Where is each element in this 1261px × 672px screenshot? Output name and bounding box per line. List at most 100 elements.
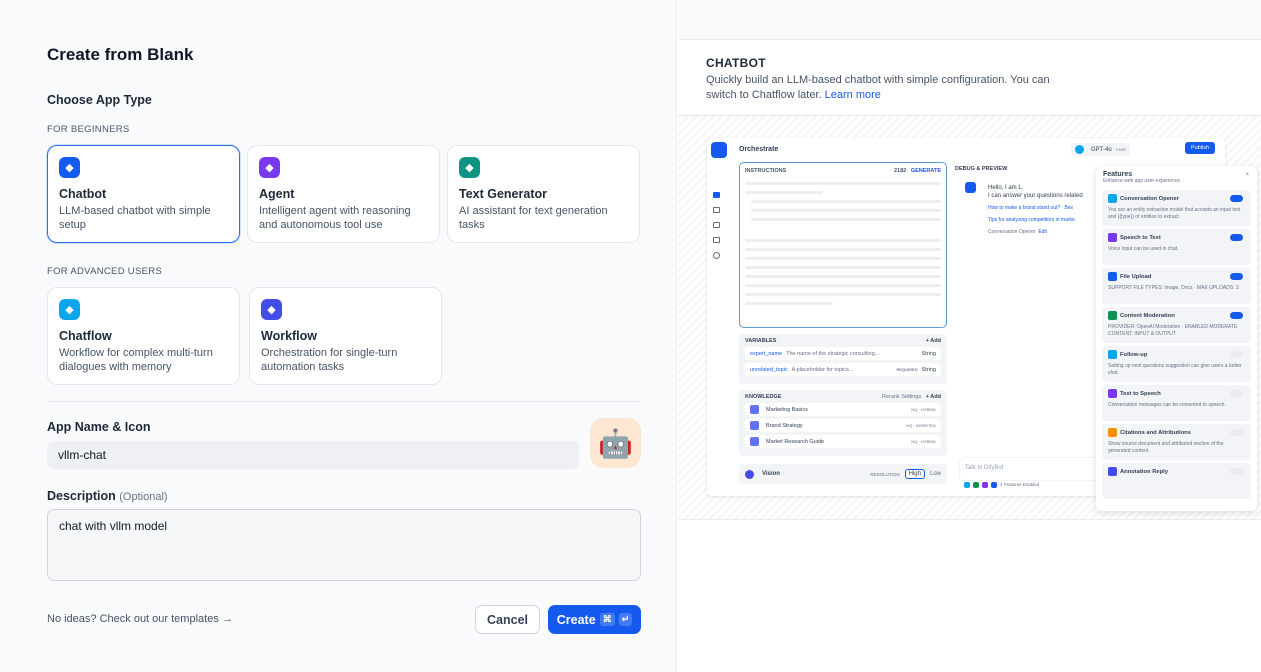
enter-key: ↵	[618, 613, 633, 626]
feature-name: Speech to Text	[1120, 235, 1161, 242]
feature-name: File Upload	[1120, 274, 1152, 281]
vision-section: Vision RESOLUTION High Low	[739, 464, 947, 484]
app-type-desc: AI assistant for text generation tasks	[459, 205, 608, 231]
advanced-label: FOR ADVANCED USERS	[47, 266, 163, 277]
cmd-key: ⌘	[599, 613, 615, 626]
chatbot-icon: ◆	[59, 157, 80, 178]
app-type-desc: Intelligent agent with reasoning and aut…	[259, 205, 411, 231]
preview-title: CHATBOT	[706, 56, 766, 70]
app-name-label: App Name & Icon	[47, 420, 151, 434]
generate-button: GENERATE	[910, 168, 941, 174]
app-type-name: Chatbot	[59, 187, 107, 201]
features-enabled: 4 Features Enabled	[964, 482, 1039, 488]
feature-toggle	[1230, 195, 1243, 202]
feature-desc: Setting up next questions suggestion can…	[1108, 363, 1242, 376]
cancel-button[interactable]: Cancel	[475, 605, 540, 634]
feature-desc: PROVIDER: OpenAI Moderation · ENABLED MO…	[1108, 324, 1238, 337]
app-type-desc: Workflow for complex multi-turn dialogue…	[59, 347, 213, 373]
feature-toggle	[1230, 429, 1243, 436]
preview-panel: CHATBOT Quickly build an LLM-based chatb…	[678, 0, 1261, 672]
preview-description: Quickly build an LLM-based chatbot with …	[706, 73, 1056, 103]
knowledge-label: KNOWLEDGE	[745, 394, 782, 400]
app-type-card-text-generator[interactable]: ◆ Text Generator AI assistant for text gen…	[447, 145, 640, 243]
feature-icon	[1108, 194, 1117, 203]
create-button[interactable]: Create ⌘ ↵	[548, 605, 641, 634]
feature-item: Citations and Attributions Show source do…	[1102, 424, 1251, 460]
app-type-desc: Orchestration for single-turn automation…	[261, 347, 398, 373]
feature-item: Conversation Opener You are an entity ext…	[1102, 190, 1251, 226]
nav-icon	[713, 252, 720, 259]
instructions-label: INSTRUCTIONS	[745, 168, 787, 174]
feature-toggle	[1230, 312, 1243, 319]
char-count: 2182	[894, 168, 907, 174]
app-icon-picker[interactable]: 🤖	[590, 418, 641, 468]
feature-item: Content Moderation PROVIDER: OpenAI Moder…	[1102, 307, 1251, 343]
model-selector: GPT-4o CHAT	[1071, 143, 1131, 156]
learn-more-link[interactable]: Learn more	[824, 89, 881, 101]
bot-avatar	[965, 182, 976, 193]
app-type-card-chatflow[interactable]: ◆ Chatflow Workflow for complex multi-turn…	[47, 287, 240, 385]
close-icon: ×	[1245, 172, 1249, 178]
app-type-name: Chatflow	[59, 329, 112, 343]
workflow-icon: ◆	[261, 299, 282, 320]
app-name-input[interactable]: vllm-chat	[47, 441, 579, 469]
feature-name: Follow-up	[1120, 352, 1148, 359]
optional-tag: (Optional)	[119, 491, 168, 503]
nav-icon	[713, 192, 720, 198]
feature-name: Annotation Reply	[1120, 469, 1168, 476]
feature-item: File Upload SUPPORT FILE TYPES: Image, Do…	[1102, 268, 1251, 304]
app-type-card-chatbot[interactable]: ◆ Chatbot LLM-based chatbot with simple se…	[47, 145, 240, 243]
variables-label: VARIABLES	[745, 338, 777, 344]
preview-sidebar	[709, 162, 733, 492]
description-textarea[interactable]: chat with vllm model	[47, 509, 641, 581]
features-panel: Features Enhance web app user experience ×…	[1096, 166, 1257, 511]
description-label: Description (Optional)	[47, 489, 168, 503]
feature-desc: SUPPORT FILE TYPES: Image, Docs · MAX UP…	[1108, 285, 1239, 291]
app-type-name: Agent	[259, 187, 295, 201]
model-tag: CHAT	[1115, 147, 1127, 152]
text-generator-icon: ◆	[459, 157, 480, 178]
app-type-card-agent[interactable]: ◆ Agent Intelligent agent with reasoning a…	[247, 145, 440, 243]
feature-toggle	[1230, 390, 1243, 397]
chat-input: Talk to DifyBot	[960, 458, 1100, 480]
beginners-label: FOR BEGINNERS	[47, 124, 130, 135]
feature-toggle	[1230, 273, 1243, 280]
feature-icon	[1108, 350, 1117, 359]
app-type-name: Workflow	[261, 329, 318, 343]
debug-preview-label: DEBUG & PREVIEW	[955, 166, 1008, 172]
knowledge-row: Market Research Guide HQ · HYBRID	[745, 435, 941, 448]
variables-section: VARIABLES + Add expert_name The name of th…	[739, 334, 947, 384]
app-type-card-workflow[interactable]: ◆ Workflow Orchestration for single-turn a…	[249, 287, 442, 385]
feature-name: Conversation Opener	[1120, 196, 1179, 203]
variable-row: expert_name The name of the strategic con…	[745, 347, 941, 360]
feature-name: Citations and Attributions	[1120, 430, 1191, 437]
preview-desc-text: Quickly build an LLM-based chatbot with …	[706, 74, 1050, 101]
features-title: Features	[1103, 171, 1133, 178]
dialog-title: Create from Blank	[47, 45, 194, 64]
app-type-name: Text Generator	[459, 187, 547, 201]
orchestrate-title: Orchestrate	[739, 146, 779, 153]
instructions-box: INSTRUCTIONS 2182 GENERATE	[739, 162, 947, 328]
preview-image: Orchestrate GPT-4o CHAT Publish INSTRUCTI…	[678, 115, 1261, 520]
chatflow-icon: ◆	[59, 299, 80, 320]
feature-icon	[1108, 389, 1117, 398]
feature-item: Speech to Text Voice input can be used in…	[1102, 229, 1251, 265]
nav-icon	[713, 237, 720, 243]
add-knowledge: + Add	[925, 394, 941, 400]
feature-item: Text to Speech Conversation messages can …	[1102, 385, 1251, 421]
description-label-text: Description	[47, 489, 116, 503]
feature-item: Follow-up Setting up next questions sugge…	[1102, 346, 1251, 382]
create-label: Create	[556, 612, 596, 627]
add-variable: + Add	[925, 338, 941, 344]
feature-icon	[1108, 467, 1117, 476]
nav-icon	[713, 222, 720, 228]
feature-desc: Voice input can be used in chat.	[1108, 246, 1179, 252]
choose-app-type-label: Choose App Type	[47, 93, 152, 107]
feature-desc: Show source document and attributed sect…	[1108, 441, 1224, 454]
templates-link[interactable]: No ideas? Check out our templates →	[47, 613, 233, 625]
feature-desc: You are an entity extraction model that …	[1108, 207, 1241, 220]
feature-toggle	[1230, 351, 1243, 358]
divider	[47, 401, 641, 402]
features-subtitle: Enhance web app user experience	[1103, 178, 1180, 184]
feature-desc: Conversation messages can be converted t…	[1108, 402, 1226, 408]
